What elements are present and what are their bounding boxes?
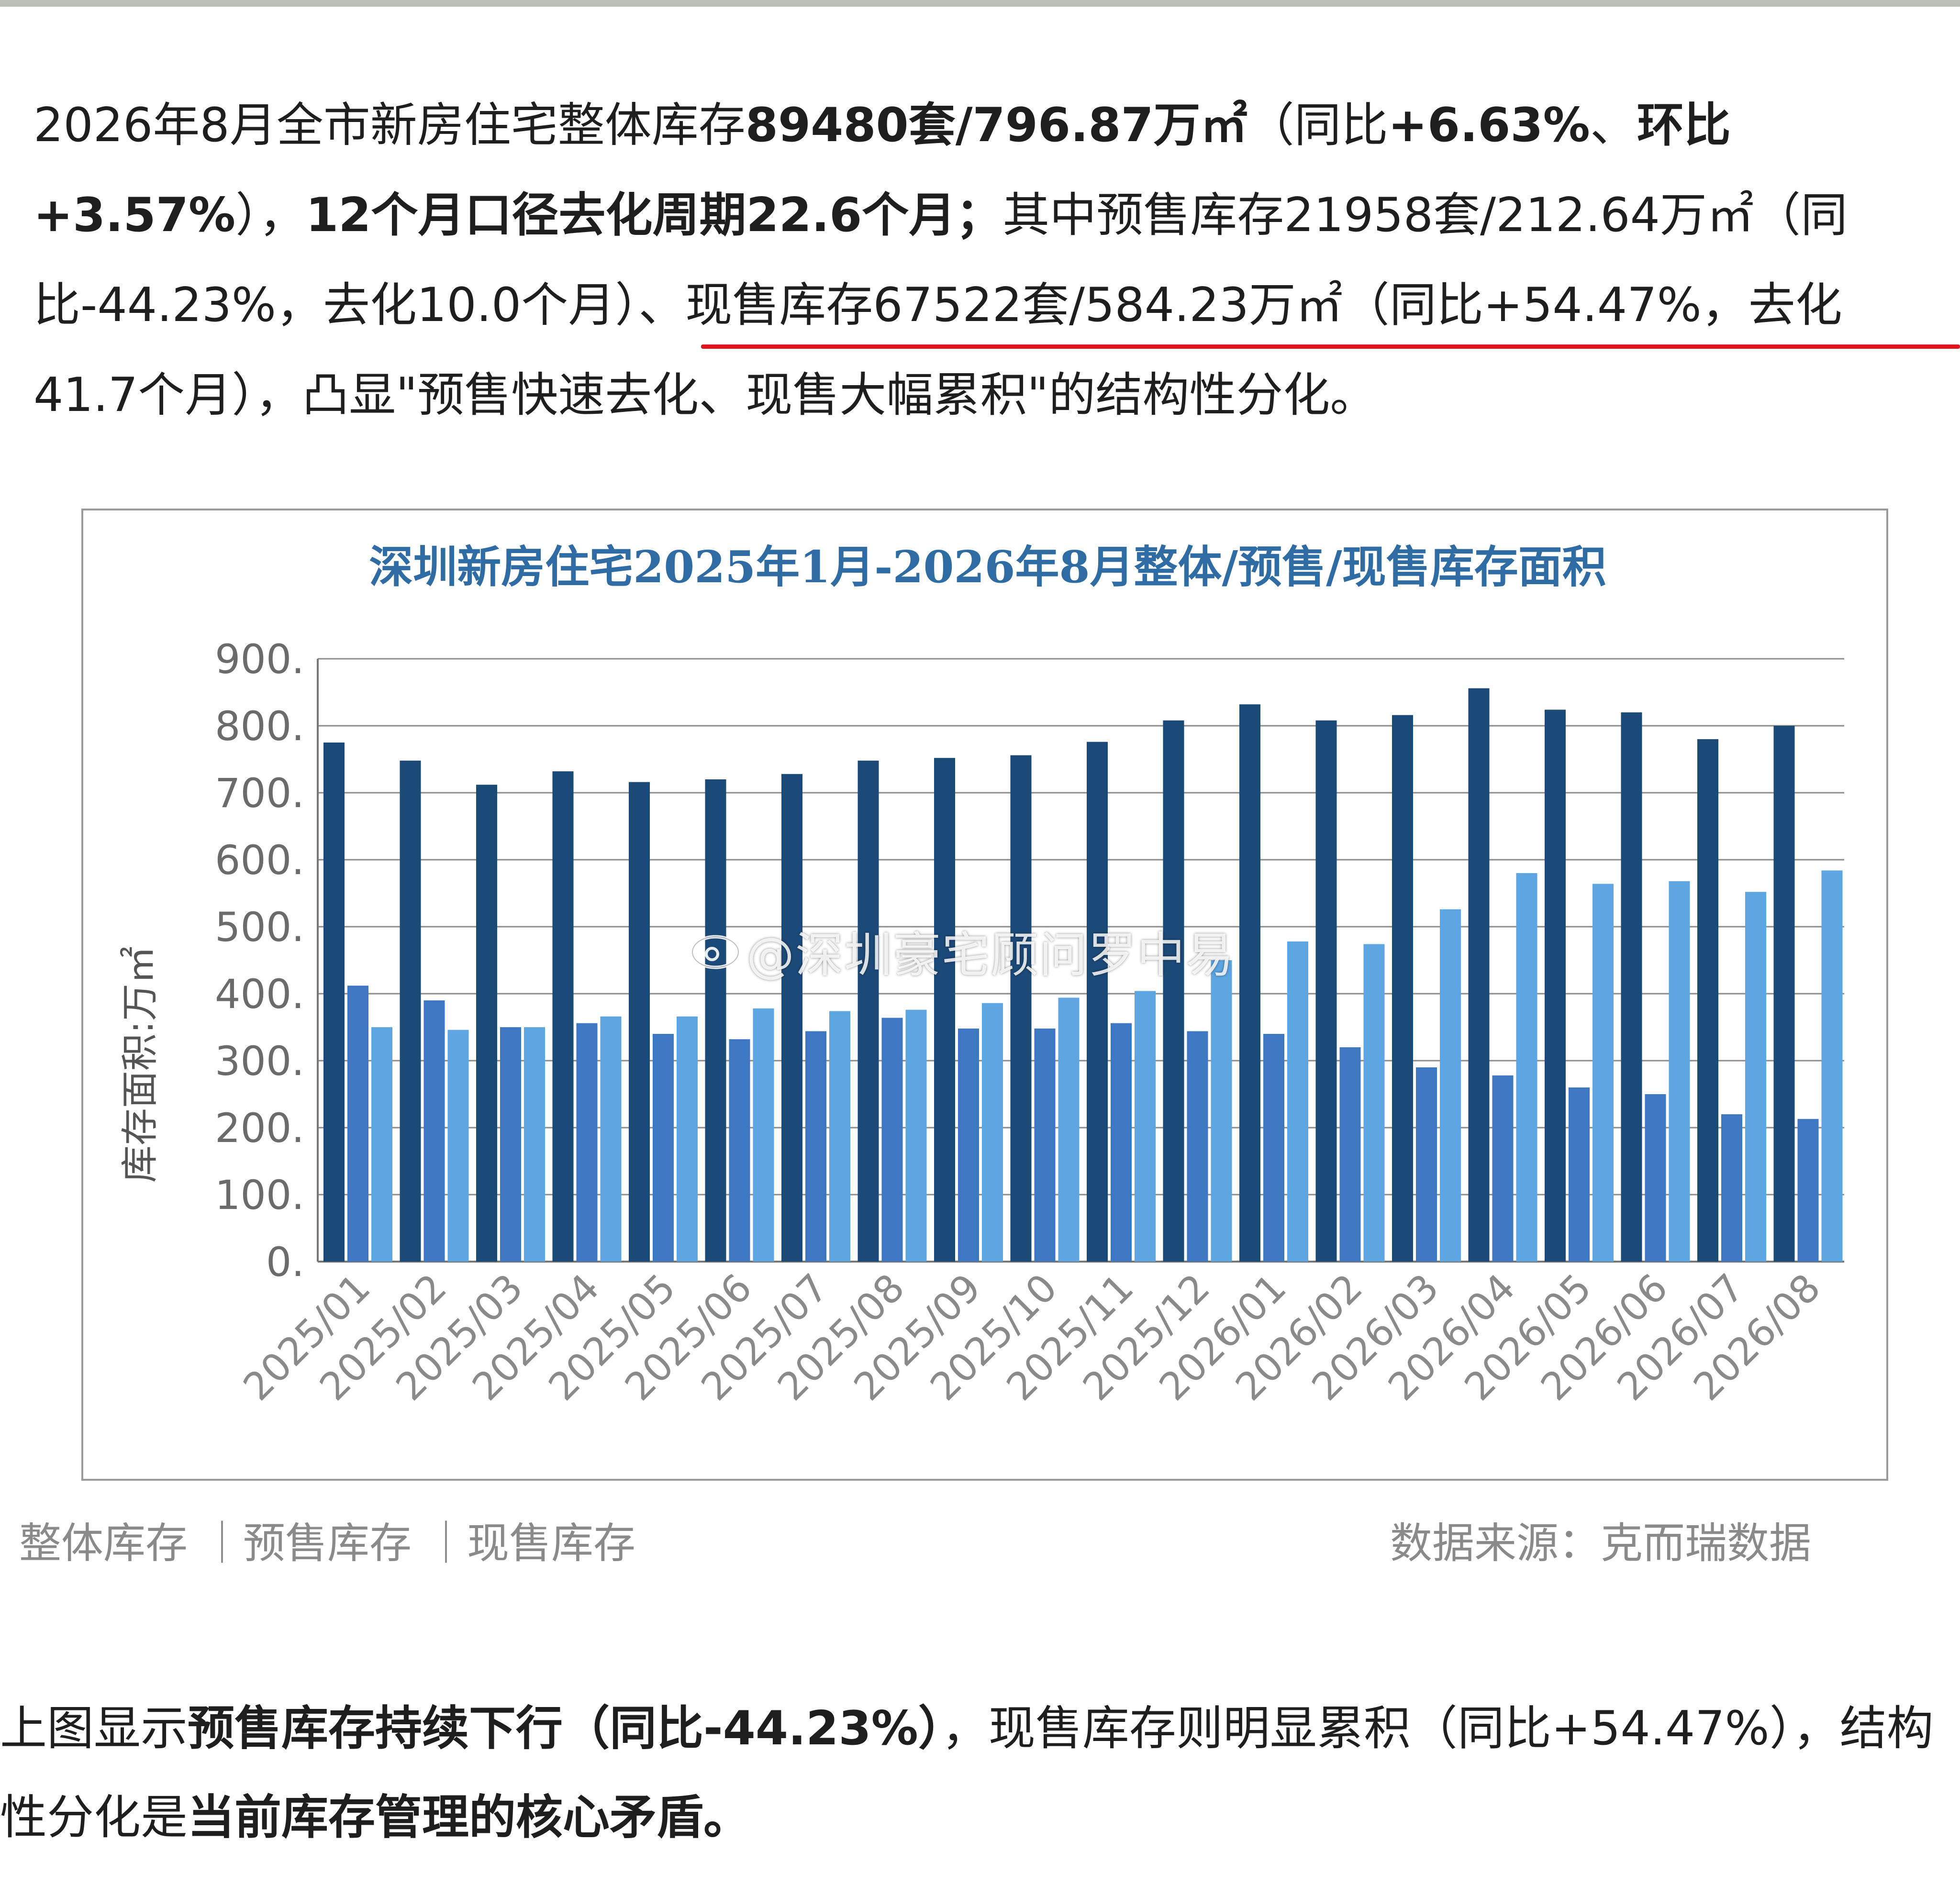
bar-current xyxy=(677,1016,698,1262)
bar-presale xyxy=(958,1028,979,1262)
bar-total xyxy=(1392,715,1413,1262)
bar-current xyxy=(371,1027,392,1262)
conclusion-paragraph: 上图显示预售库存持续下行（同比-44.23%），现售库存则明显累积（同比+54.… xyxy=(0,1684,1943,1862)
y-tick-label: 0. xyxy=(266,1239,304,1286)
bar-current xyxy=(1135,991,1156,1262)
y-tick-label: 300. xyxy=(215,1038,304,1085)
bar-current xyxy=(753,1008,774,1262)
bar-current xyxy=(1211,960,1232,1262)
watermark-text: @深圳豪宅顾问罗中易 xyxy=(746,927,1235,983)
watermark: @深圳豪宅顾问罗中易 xyxy=(746,916,1235,986)
bar-current xyxy=(524,1027,545,1262)
bar-presale xyxy=(1339,1047,1361,1262)
bar-presale xyxy=(1645,1094,1666,1262)
para1-text-3: （同比 xyxy=(1247,98,1388,153)
bar-total xyxy=(705,779,726,1262)
bar-total xyxy=(552,771,574,1262)
y-tick-label: 200. xyxy=(215,1105,304,1152)
para1-text-1: 2026年8月全市新房住宅整体库存 xyxy=(33,98,746,153)
data-source: 数据来源：克而瑞数据 xyxy=(1390,1519,1812,1568)
bar-current xyxy=(982,1003,1003,1262)
bar-total xyxy=(629,782,650,1262)
bar-current xyxy=(1821,870,1843,1262)
y-tick-label: 500. xyxy=(215,904,304,951)
bar-current xyxy=(1516,873,1537,1262)
para2-text-1: 上图显示 xyxy=(0,1701,188,1756)
bar-presale xyxy=(1111,1023,1132,1262)
para1-text-9: 其中预售库存21958套/212.64万㎡（同比-44.23%，去化10.0个月… xyxy=(33,188,1848,422)
para2-presale-trend: 预售库存持续下行（同比-44.23%） xyxy=(188,1701,942,1756)
bar-current xyxy=(1745,892,1766,1262)
bar-presale xyxy=(1187,1031,1208,1262)
bar-total xyxy=(476,785,497,1262)
bar-total xyxy=(1773,726,1795,1262)
top-image-strip xyxy=(0,0,1960,7)
para1-yoy: +6.63% xyxy=(1388,98,1590,153)
bar-presale xyxy=(1416,1067,1437,1262)
y-tick-label: 800. xyxy=(215,703,304,750)
para2-core-conflict: 当前库存管理的核心矛盾。 xyxy=(188,1790,751,1845)
bar-current xyxy=(829,1011,850,1262)
summary-paragraph: 2026年8月全市新房住宅整体库存89480套/796.87万㎡（同比+6.63… xyxy=(33,80,1943,440)
bar-total xyxy=(1697,739,1718,1262)
bar-current xyxy=(1287,941,1308,1262)
bar-presale xyxy=(347,986,368,1262)
bar-total xyxy=(1545,710,1566,1262)
bar-total xyxy=(858,760,879,1262)
bar-total xyxy=(1468,688,1490,1262)
bar-total xyxy=(400,760,421,1262)
bars xyxy=(323,688,1843,1262)
bar-presale xyxy=(1492,1075,1514,1262)
bar-total xyxy=(934,758,955,1262)
y-tick-label: 900. xyxy=(215,636,304,683)
chart-title: 深圳新房住宅2025年1月-2026年8月整体/预售/现售库存面积 xyxy=(369,541,1606,593)
bar-current xyxy=(1440,909,1461,1262)
weibo-icon xyxy=(690,931,743,969)
bar-presale xyxy=(423,1000,445,1262)
bar-presale xyxy=(805,1031,826,1262)
para1-text-7: ）， xyxy=(235,188,306,243)
bar-presale xyxy=(729,1039,750,1262)
bar-presale xyxy=(500,1027,521,1262)
bar-total xyxy=(1087,742,1108,1262)
bar-total xyxy=(1163,720,1184,1262)
bar-current xyxy=(447,1030,469,1262)
bar-presale xyxy=(1263,1034,1284,1262)
bar-current xyxy=(1058,998,1080,1262)
bar-current xyxy=(905,1009,927,1262)
bar-presale xyxy=(881,1018,903,1262)
bar-total xyxy=(1010,755,1032,1262)
bar-presale xyxy=(653,1034,674,1262)
y-axis-label: 库存面积:万㎡ xyxy=(119,946,162,1183)
para1-mom: 环比+3.57% xyxy=(33,98,1731,243)
bar-presale xyxy=(1721,1114,1742,1262)
para2-text-3: ，现售库存则明显累积（同比+54.47%），结构性分化是 xyxy=(0,1701,1934,1845)
bar-total xyxy=(1239,704,1260,1262)
y-tick-label: 100. xyxy=(215,1172,304,1219)
para1-cycle: 12个月口径去化周期22.6个月； xyxy=(306,188,1003,243)
chart-frame: 0. 100. 200. 300. 400. 500. 600. 700. 800. 900. 20… xyxy=(81,509,1888,1481)
bar-presale xyxy=(1034,1028,1056,1262)
y-tick-label: 600. xyxy=(215,837,304,884)
red-underline xyxy=(701,344,1960,349)
bar-chart: 0.100.200.300.400.500.600.700.800.900.20… xyxy=(119,541,1844,1409)
bar-current xyxy=(1592,884,1614,1262)
bar-current xyxy=(600,1016,622,1262)
bar-presale xyxy=(1569,1087,1590,1262)
bar-total xyxy=(1621,712,1642,1262)
bar-current xyxy=(1363,944,1385,1262)
legend-caption: 整体库存 ｜预售库存 ｜现售库存 xyxy=(19,1519,635,1568)
bar-current xyxy=(1669,881,1690,1262)
bar-total xyxy=(781,774,802,1262)
y-tick-label: 400. xyxy=(215,971,304,1018)
y-tick-label: 700. xyxy=(215,770,304,817)
bar-presale xyxy=(576,1023,598,1262)
para1-inventory-total: 89480套/796.87万㎡ xyxy=(745,98,1247,153)
bar-total xyxy=(1315,720,1337,1262)
bar-presale xyxy=(1797,1119,1819,1262)
bar-total xyxy=(323,743,345,1262)
para1-text-5: 、 xyxy=(1590,98,1637,153)
